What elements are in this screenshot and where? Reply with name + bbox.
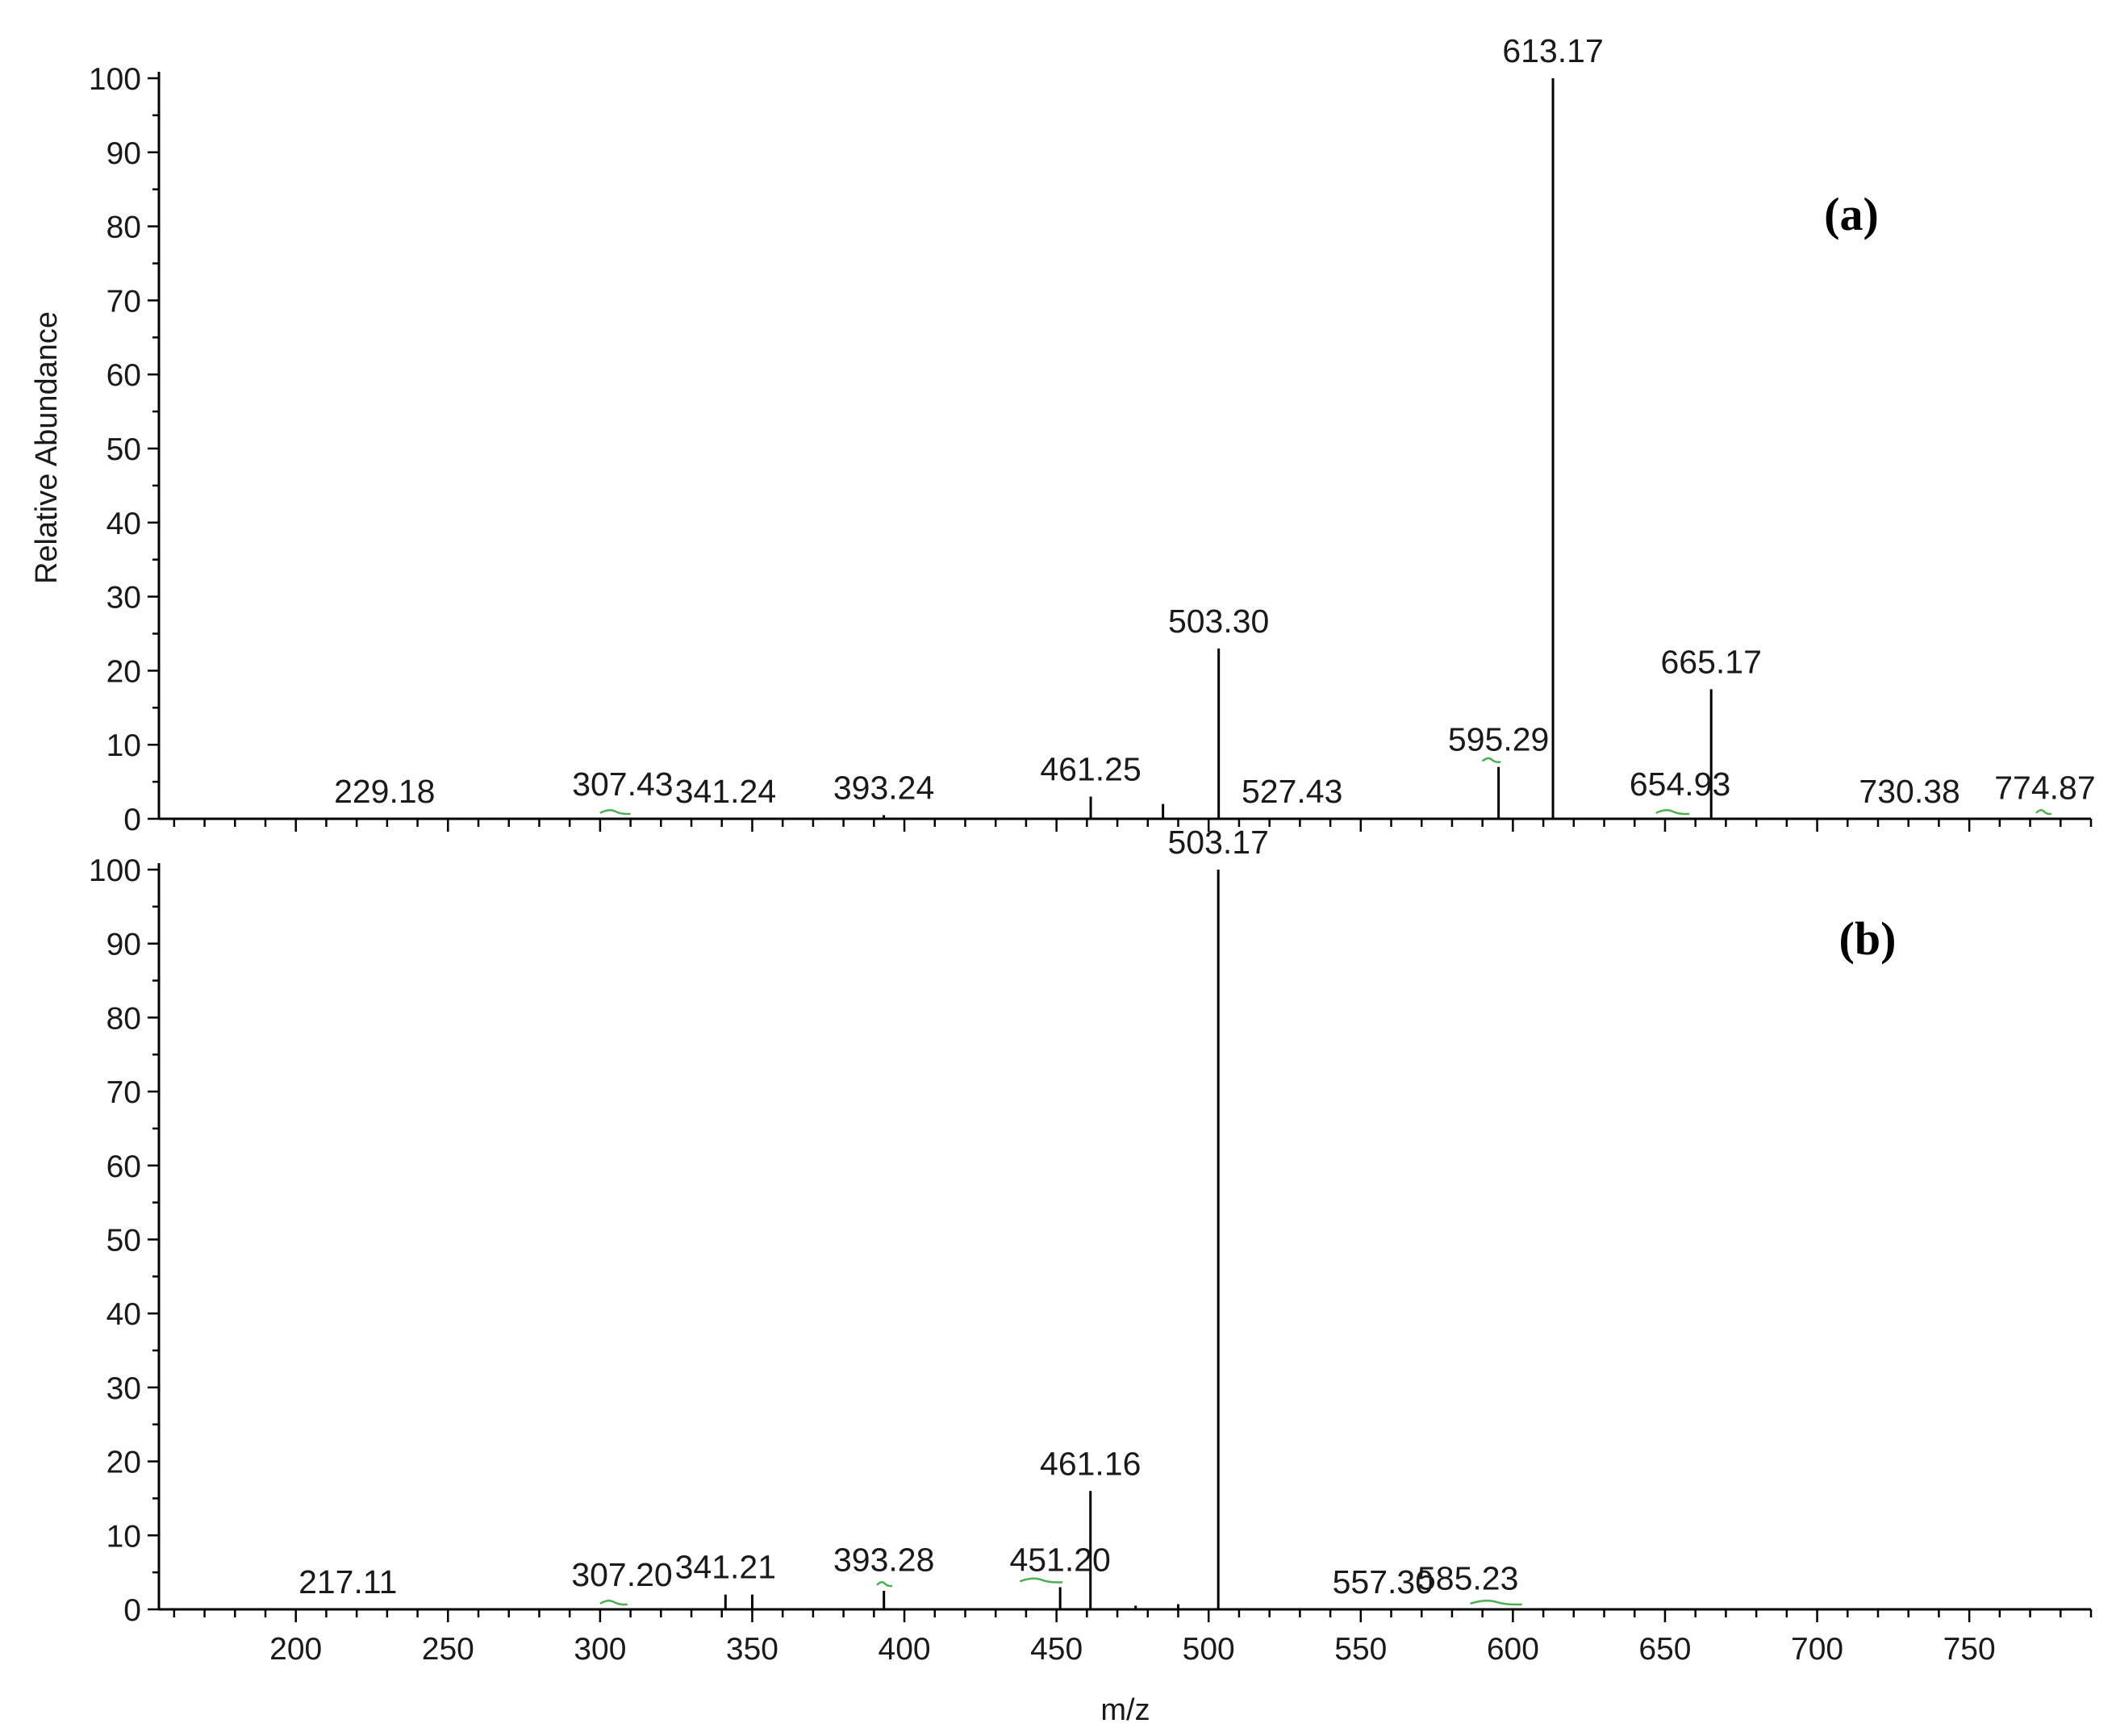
y-axis-title: Relative Abundance [30, 311, 64, 584]
y-tick-label-b: 100 [89, 853, 141, 888]
peak-label-a: 503.30 [1168, 603, 1269, 640]
peak-label-a: 654.93 [1630, 766, 1730, 803]
y-tick-label-b: 40 [106, 1297, 141, 1332]
panel-tag-a: (a) [1824, 188, 1879, 240]
x-tick-label: 650 [1638, 1632, 1691, 1667]
y-tick-label-b: 30 [106, 1371, 141, 1406]
x-tick-label: 600 [1487, 1632, 1539, 1667]
peak-label-a: 393.24 [833, 769, 934, 806]
peak-label-a: 595.29 [1448, 721, 1549, 758]
peak-label-b: 451.20 [1009, 1541, 1110, 1578]
x-tick-label: 400 [879, 1632, 931, 1667]
y-tick-label-a: 30 [106, 581, 141, 616]
y-tick-label-b: 50 [106, 1224, 141, 1258]
y-tick-label-b: 10 [106, 1519, 141, 1554]
peak-label-a: 527.43 [1242, 773, 1342, 810]
spectrum-panel-b: 0 10 20 30 40 50 60 70 80 90 100 200 250 300 350 400 450… [89, 824, 2093, 1667]
peak-label-a: 229.18 [334, 773, 435, 810]
y-tick-label-a: 20 [106, 654, 141, 689]
noise-trace-b [599, 1599, 628, 1606]
x-tick-label: 250 [422, 1632, 474, 1667]
peak-label-a: 341.24 [675, 773, 776, 810]
y-tick-label-a: 10 [106, 728, 141, 763]
y-tick-label-b: 0 [123, 1593, 141, 1628]
y-tick-label-a: 80 [106, 211, 141, 245]
y-tick-label-b: 20 [106, 1446, 141, 1480]
noise-trace-a [1481, 757, 1501, 763]
x-tick-label: 750 [1943, 1632, 1996, 1667]
peak-label-a: 613.17 [1502, 32, 1603, 69]
noise-trace-b [1019, 1577, 1063, 1584]
spectrum-panel-a: 0 10 20 30 40 50 60 70 80 90 100 229.18 307.43 341.24… [89, 32, 2096, 837]
y-tick-label-a: 40 [106, 507, 141, 541]
x-tick-label: 550 [1334, 1632, 1387, 1667]
x-tick-label: 500 [1183, 1632, 1235, 1667]
y-tick-label-a: 90 [106, 136, 141, 171]
noise-trace-b [1470, 1599, 1522, 1606]
y-tick-label-b: 70 [106, 1075, 141, 1110]
peak-label-b: 503.17 [1167, 824, 1268, 861]
noise-trace-b [876, 1581, 893, 1588]
x-tick-label: 350 [726, 1632, 778, 1667]
x-tick-label: 200 [269, 1632, 322, 1667]
x-tick-label: 300 [574, 1632, 626, 1667]
y-tick-label-a: 0 [123, 803, 141, 837]
y-tick-label-a: 70 [106, 284, 141, 319]
peak-label-b: 585.23 [1417, 1559, 1518, 1596]
peak-label-b: 393.28 [833, 1541, 934, 1578]
peak-label-a: 307.43 [572, 766, 673, 803]
peak-label-b: 217.11 [298, 1563, 397, 1600]
noise-trace-a [1655, 808, 1690, 816]
peak-label-a: 730.38 [1859, 773, 1959, 810]
y-tick-label-a: 100 [89, 62, 141, 97]
x-axis-title: m/z [1100, 1693, 1150, 1727]
peak-label-b: 557.30 [1333, 1563, 1434, 1600]
y-tick-label-b: 90 [106, 928, 141, 962]
peak-label-a: 461.25 [1040, 750, 1141, 787]
y-tick-label-b: 80 [106, 1001, 141, 1036]
peak-label-a: 774.87 [1994, 769, 2095, 806]
noise-trace-a [2035, 808, 2052, 816]
y-tick-label-a: 50 [106, 432, 141, 467]
x-tick-label: 700 [1791, 1632, 1843, 1667]
y-tick-label-a: 60 [106, 358, 141, 393]
y-tick-label-b: 60 [106, 1150, 141, 1184]
panel-tag-b: (b) [1839, 912, 1897, 965]
peak-label-b: 341.21 [675, 1549, 776, 1586]
peak-label-b: 461.16 [1040, 1445, 1141, 1482]
x-tick-label: 450 [1030, 1632, 1083, 1667]
noise-trace-a [599, 808, 631, 816]
peak-label-a: 665.17 [1660, 643, 1761, 680]
peak-label-b: 307.20 [571, 1556, 672, 1593]
